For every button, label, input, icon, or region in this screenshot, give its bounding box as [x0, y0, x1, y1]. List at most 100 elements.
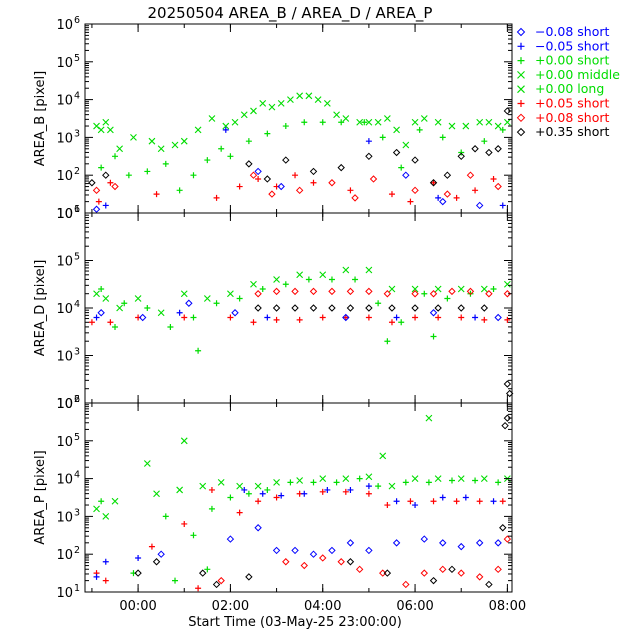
y-axis-title: AREA_D [pixel]	[33, 260, 48, 357]
data-point	[102, 171, 110, 179]
data-point	[305, 92, 313, 100]
data-point	[231, 118, 239, 126]
data-point	[144, 305, 151, 311]
data-point	[180, 290, 188, 298]
data-point	[143, 460, 151, 467]
data-point	[250, 319, 257, 326]
data-point	[102, 202, 109, 209]
data-point	[392, 539, 401, 547]
data-point	[264, 486, 271, 493]
data-point	[383, 569, 392, 577]
data-point	[199, 482, 207, 490]
data-point	[356, 475, 363, 482]
data-point	[273, 276, 280, 283]
data-point	[111, 497, 119, 505]
data-point	[180, 137, 188, 145]
legend-item: +0.08 short	[516, 110, 610, 125]
y-tick-label: 10	[56, 255, 73, 270]
data-point	[407, 498, 414, 505]
data-point	[490, 175, 497, 182]
data-point	[499, 202, 506, 209]
y-tick-exponent: 6	[74, 394, 80, 405]
data-point	[439, 197, 447, 206]
data-point	[255, 498, 262, 505]
data-point	[264, 130, 271, 137]
data-point	[480, 304, 489, 312]
data-point	[97, 126, 105, 134]
data-point	[254, 482, 262, 490]
data-point	[462, 122, 470, 130]
data-point	[287, 96, 294, 103]
data-point	[388, 304, 396, 312]
data-point	[291, 287, 299, 296]
legend-item: −0.05 short	[517, 38, 610, 53]
data-point	[255, 175, 262, 182]
data-point	[443, 190, 452, 198]
y-tick-label: 10	[56, 169, 73, 184]
data-point	[291, 304, 299, 312]
data-point	[338, 119, 345, 126]
data-point	[319, 475, 327, 482]
data-point	[227, 153, 234, 160]
data-point	[365, 152, 373, 161]
data-point	[365, 490, 372, 497]
data-point	[319, 554, 327, 562]
data-point	[102, 558, 109, 565]
data-point	[333, 479, 340, 486]
legend-marker	[517, 57, 525, 65]
data-point	[393, 126, 400, 134]
y-tick-label: 10	[56, 397, 73, 412]
data-point	[402, 479, 409, 486]
data-point	[199, 569, 207, 577]
data-point	[481, 138, 488, 145]
data-point	[430, 498, 437, 505]
data-point	[430, 179, 437, 186]
data-point	[480, 285, 488, 293]
data-point	[346, 287, 355, 296]
data-point	[407, 198, 414, 205]
y-tick-exponent: 6	[74, 15, 80, 26]
data-point	[282, 156, 290, 164]
data-point	[277, 182, 285, 191]
data-point	[453, 194, 460, 201]
legend-label: −0.05 short	[535, 38, 610, 53]
data-point	[481, 316, 488, 323]
data-point	[310, 479, 317, 486]
data-point	[92, 186, 101, 195]
data-point	[171, 141, 179, 149]
data-point	[259, 286, 266, 292]
data-point	[195, 585, 202, 592]
data-point	[125, 172, 132, 179]
data-point	[162, 160, 169, 167]
data-point	[319, 488, 326, 495]
data-point	[347, 486, 354, 493]
y-tick-exponent: 5	[74, 252, 80, 263]
data-point	[319, 314, 326, 321]
data-point	[102, 118, 110, 126]
data-point	[134, 295, 142, 302]
data-point	[295, 186, 304, 195]
data-point	[236, 482, 244, 490]
data-point	[88, 179, 96, 187]
data-point	[388, 319, 395, 326]
chart-title: 20250504 AREA_B / AREA_D / AREA_P	[148, 4, 433, 23]
panel-3-frame	[84, 402, 513, 593]
y-tick-label: 10	[56, 18, 73, 33]
legend-label: −0.08 short	[535, 24, 610, 39]
data-point	[157, 309, 165, 317]
data-point	[342, 313, 350, 322]
data-point	[393, 314, 400, 321]
data-point	[208, 486, 215, 493]
data-point	[227, 290, 234, 298]
data-point	[375, 300, 382, 307]
data-point	[503, 535, 512, 543]
data-point	[347, 187, 354, 194]
y-tick-exponent: 4	[74, 470, 80, 481]
data-point	[282, 123, 289, 130]
data-point	[472, 187, 479, 194]
data-point	[402, 141, 410, 149]
data-point	[503, 380, 512, 388]
data-point	[102, 513, 110, 520]
